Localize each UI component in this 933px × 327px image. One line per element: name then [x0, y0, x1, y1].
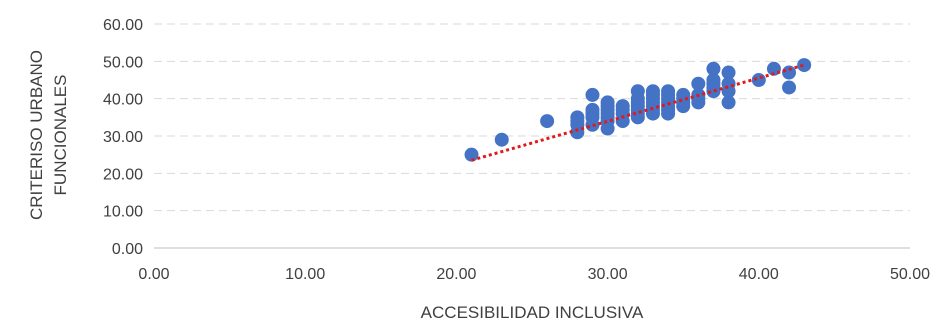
data-point — [721, 95, 736, 110]
y-tick-label: 30.00 — [103, 129, 143, 146]
data-point — [782, 65, 797, 80]
data-point — [751, 73, 766, 87]
y-axis-title-line-1: CRITERISO URBANO — [27, 50, 46, 220]
data-point — [540, 114, 555, 129]
x-tick-label: 40.00 — [739, 266, 779, 283]
data-point — [585, 87, 600, 102]
data-point — [585, 102, 600, 117]
x-axis-title: ACCESIBILIDAD INCLUSIVA — [421, 303, 644, 322]
data-point — [630, 84, 645, 99]
y-axis-title: CRITERISO URBANO FUNCIONALES — [27, 50, 70, 220]
data-point — [706, 61, 721, 76]
x-tick-label: 10.00 — [285, 266, 325, 283]
x-axis-tick-labels: 0.00 10.00 20.00 30.00 40.00 50.00 — [138, 266, 930, 283]
gridlines — [154, 23, 910, 212]
y-tick-label: 40.00 — [103, 92, 143, 109]
x-tick-label: 30.00 — [588, 266, 628, 283]
y-axis-title-line-2: FUNCIONALES — [51, 75, 70, 196]
y-tick-label: 10.00 — [103, 204, 143, 221]
data-point — [600, 95, 615, 110]
data-point — [782, 80, 797, 95]
data-point — [645, 84, 660, 99]
y-tick-label: 50.00 — [103, 54, 143, 71]
data-point — [494, 132, 509, 147]
data-point — [570, 110, 585, 125]
x-tick-label: 50.00 — [890, 266, 930, 283]
y-tick-label: 60.00 — [103, 17, 143, 34]
data-point — [691, 76, 706, 91]
data-point — [464, 147, 479, 162]
y-tick-label: 0.00 — [112, 241, 143, 258]
data-point — [661, 84, 676, 99]
data-points — [464, 58, 812, 162]
data-point — [706, 73, 721, 87]
x-tick-label: 0.00 — [138, 266, 169, 283]
data-point — [797, 58, 812, 73]
data-point — [615, 99, 630, 114]
data-point — [721, 65, 736, 80]
trendline — [471, 63, 805, 162]
y-axis-tick-labels: 0.00 10.00 20.00 30.00 40.00 50.00 60.00 — [103, 17, 143, 258]
y-tick-label: 20.00 — [103, 166, 143, 183]
x-tick-label: 20.00 — [436, 266, 476, 283]
